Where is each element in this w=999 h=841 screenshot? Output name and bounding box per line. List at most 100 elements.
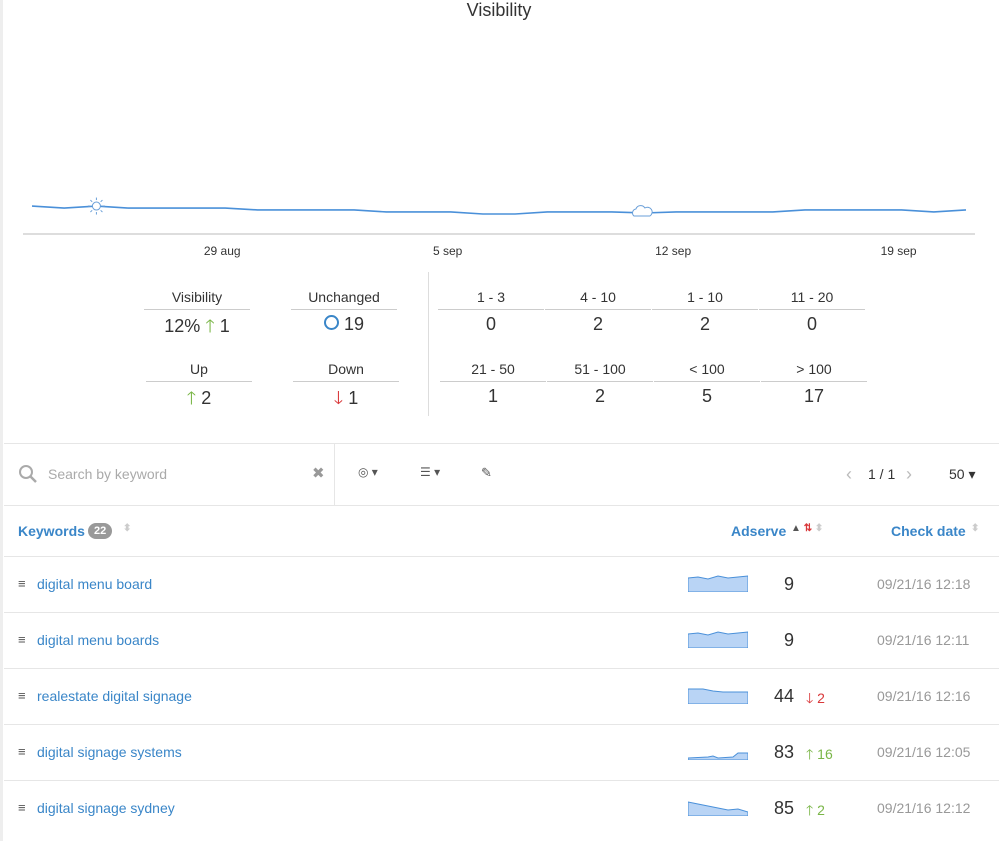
range-stat: 11 - 20 0 [759, 289, 865, 335]
sort-icon[interactable]: ▲ ⇅ ⬍ [791, 523, 824, 534]
sparkline-area [688, 801, 748, 816]
change-arrow: 🡑 [806, 802, 818, 818]
change: 1 [219, 316, 230, 336]
keyword-count: 22 [88, 523, 113, 539]
rank-change: 🡓 2 [806, 688, 825, 712]
sun-ray [90, 209, 93, 213]
pagination: 1 / 1 [868, 466, 896, 482]
range-count: 2 [592, 314, 603, 334]
range-label: 11 - 20 [759, 289, 865, 310]
sparkline [688, 752, 748, 760]
drag-handle: ≡ [18, 688, 26, 703]
range-stat: > 100 17 [761, 361, 867, 407]
change-value: 2 [817, 690, 825, 706]
clear-button[interactable]: ✖ [312, 465, 325, 482]
search-icon [19, 465, 37, 483]
stat-label: Unchanged [291, 289, 397, 310]
stat-label: Up [146, 361, 252, 382]
table-row: ≡ digital menu board 9 09/21/16 12:18 [4, 556, 999, 613]
search-input[interactable]: Search by keyword [48, 466, 168, 482]
sparkline-area [688, 688, 748, 704]
keyword-link[interactable]: realestate digital signage [37, 688, 192, 704]
drag-handle: ≡ [18, 744, 26, 759]
sun-ray [100, 199, 103, 203]
range-count: 5 [701, 386, 712, 406]
range-stat: 1 - 10 2 [652, 289, 758, 335]
left-border [0, 0, 3, 841]
list-dropdown[interactable]: ☰ ▾ [420, 465, 441, 479]
stat-value: 🡑 2 [146, 386, 252, 416]
range-stat: 51 - 100 2 [547, 361, 653, 407]
stat-value: 🡓 1 [293, 386, 399, 416]
visibility-chart: Visibility 29 aug 5 sep 12 sep 19 sep [23, 0, 975, 258]
value: 19 [343, 314, 365, 334]
value: 12% [164, 316, 201, 336]
sun-core [91, 201, 101, 211]
cloud-icon [632, 205, 653, 217]
stat-label: Down [293, 361, 399, 382]
keyword-link[interactable]: digital signage systems [37, 744, 182, 760]
range-stat: 4 - 10 2 [545, 289, 651, 335]
check-date: 09/21/16 12:18 [877, 576, 971, 592]
target-dropdown[interactable]: ◎ ▾ [358, 465, 378, 479]
keyword-link[interactable]: digital menu boards [37, 632, 160, 648]
sun-ray [90, 199, 93, 203]
header-rank[interactable]: Adserve [731, 523, 787, 539]
stat-up: Up 🡑 2 [146, 361, 252, 416]
prev-page[interactable]: ‹ [846, 464, 852, 484]
range-count: 0 [485, 314, 496, 334]
sun-icon [87, 197, 105, 215]
divider [428, 272, 429, 416]
value: 2 [201, 388, 212, 408]
keyword-link[interactable]: digital menu board [37, 576, 153, 592]
rank: 9 [783, 574, 794, 594]
up-arrow: 🡑 [205, 316, 215, 336]
change-arrow: 🡑 [806, 746, 818, 762]
range-count: 0 [806, 314, 817, 334]
range-label: < 100 [654, 361, 760, 382]
next-page[interactable]: › [906, 464, 912, 484]
range-label: 1 - 3 [438, 289, 544, 310]
range-label: 51 - 100 [547, 361, 653, 382]
sparkline-area [688, 575, 748, 592]
sparkline-area [688, 752, 748, 760]
sparkline-area [688, 631, 748, 648]
page-size[interactable]: 50 ▾ [949, 466, 976, 482]
value: 1 [348, 388, 359, 408]
range-count: 2 [699, 314, 710, 334]
chart-title: Visibility [467, 0, 532, 20]
range-count: 1 [487, 386, 498, 406]
check-date: 09/21/16 12:16 [877, 688, 971, 704]
rank-change: 🡑 2 [806, 800, 825, 824]
header-keywords[interactable]: Keywords [18, 523, 85, 539]
change-value: 16 [817, 746, 833, 762]
drag-handle: ≡ [18, 632, 26, 647]
header-date[interactable]: Check date [891, 523, 966, 539]
edit-button[interactable]: ✎ [481, 465, 492, 480]
stat-value: 19 [291, 314, 397, 335]
up-arrow: 🡑 [186, 388, 197, 408]
keyword-link[interactable]: digital signage sydney [37, 800, 175, 816]
page-size-value: 50 [949, 466, 965, 482]
sort-icon[interactable]: ⬍ [123, 523, 132, 534]
sparkline [688, 631, 748, 648]
sun-ray [100, 209, 103, 213]
table-row: ≡ digital signage sydney 85 🡑 2 09/21/16 12:… [4, 780, 999, 837]
range-label: 1 - 10 [652, 289, 758, 310]
rank-change: 🡑 16 [806, 744, 833, 768]
down-arrow: 🡓 [333, 388, 344, 408]
change-arrow: 🡓 [806, 690, 818, 706]
check-date: 09/21/16 12:05 [877, 744, 971, 760]
range-stat: 1 - 3 0 [438, 289, 544, 335]
range-label: 21 - 50 [440, 361, 546, 382]
change-value: 2 [817, 802, 825, 818]
rank: 83 [773, 742, 794, 762]
toolbar: Search by keyword ✖ ◎ ▾ ☰ ▾ ✎ ‹ 1 / 1 › … [4, 443, 999, 506]
sparkline [688, 575, 748, 592]
rank: 9 [783, 630, 794, 650]
table-row: ≡ realestate digital signage 44 🡓 2 09/21/16… [4, 668, 999, 725]
stat-value: 12% 🡑 1 [144, 314, 250, 344]
table-row: ≡ digital signage systems 83 🡑 16 09/21/16 1… [4, 724, 999, 781]
range-label: 4 - 10 [545, 289, 651, 310]
sort-icon[interactable]: ⬍ [971, 523, 980, 534]
